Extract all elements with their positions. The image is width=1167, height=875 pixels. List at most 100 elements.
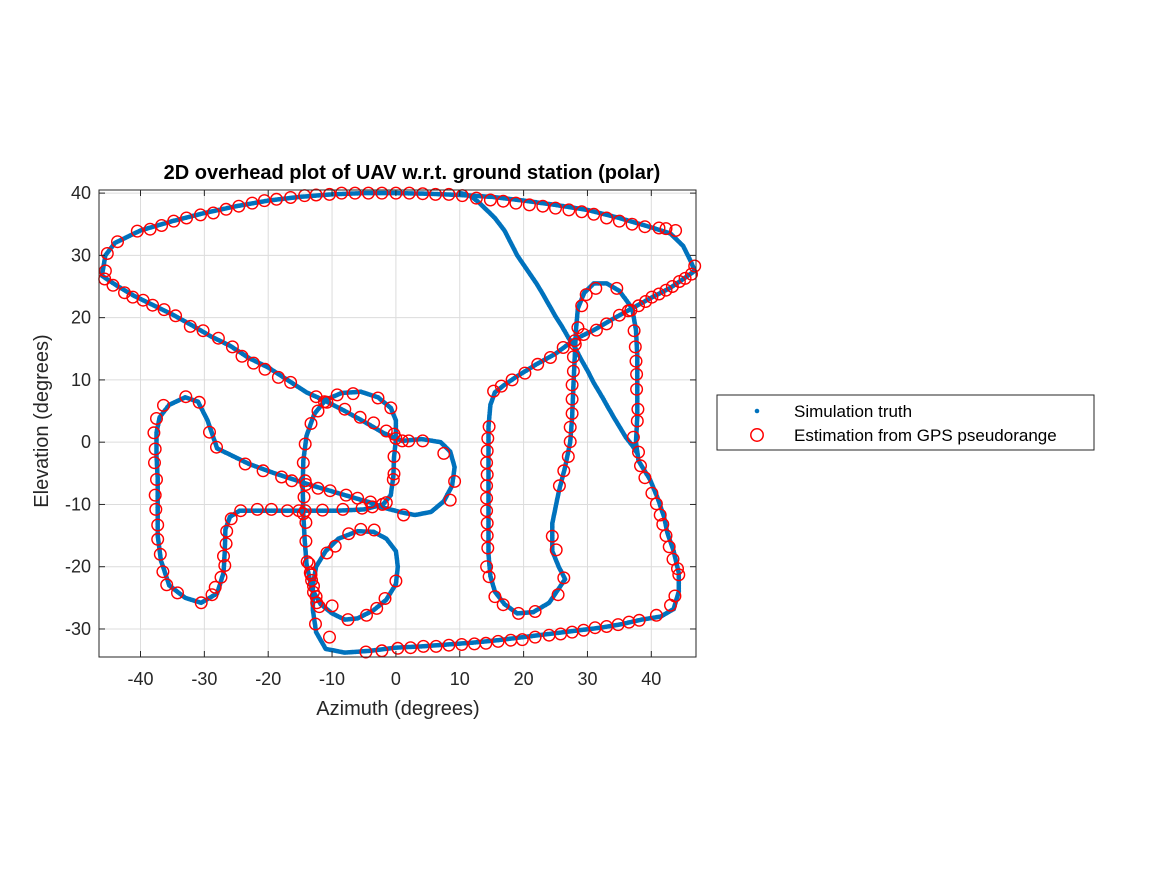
estimate-point [149, 473, 163, 487]
estimate-point [429, 187, 443, 201]
estimate-point [389, 186, 403, 200]
estimate-point [491, 634, 505, 648]
estimate-point [342, 527, 356, 541]
estimate-point [235, 349, 249, 363]
estimate-point [442, 638, 456, 652]
estimate-point [311, 481, 325, 495]
estimate-point [488, 590, 502, 604]
estimate-point [652, 221, 666, 235]
estimate-point [205, 588, 219, 602]
estimate-point [480, 479, 494, 493]
estimate-point [167, 214, 181, 228]
estimate-point [304, 417, 318, 431]
estimate-point [632, 445, 646, 459]
estimate-point [330, 388, 344, 402]
estimate-point [193, 208, 207, 222]
estimate-point [442, 187, 456, 201]
estimate-point [298, 504, 312, 518]
estimate-point [563, 420, 577, 434]
estimate-point [568, 337, 582, 351]
estimate-point [496, 194, 510, 208]
estimate-point [156, 398, 170, 412]
estimate-point [549, 543, 563, 557]
estimate-point [628, 340, 642, 354]
estimate-point [480, 529, 494, 543]
estimate-point [565, 392, 579, 406]
estimate-point [556, 341, 570, 355]
estimate-point [528, 630, 542, 644]
y-tick-label: 0 [81, 432, 91, 452]
estimate-point [600, 211, 614, 225]
estimate-point [256, 464, 270, 478]
estimate-point [664, 598, 678, 612]
estimate-point [359, 645, 373, 659]
estimate-point [147, 426, 161, 440]
axes-frame [98, 189, 697, 658]
estimate-point [169, 309, 183, 323]
legend-label-gps-estimate: Estimation from GPS pseudorange [794, 426, 1057, 445]
estimate-point [202, 425, 216, 439]
estimate-point [219, 202, 233, 216]
estimate-point [563, 435, 577, 449]
estimate-point [649, 608, 663, 622]
x-axis-label: Azimuth (degrees) [316, 698, 479, 720]
estimate-point [224, 512, 238, 526]
estimate-point [387, 427, 401, 441]
estimate-point [130, 224, 144, 238]
estimate-point [214, 570, 228, 584]
estimate-point [179, 211, 193, 225]
estimate-point [370, 601, 384, 615]
estimate-point [284, 375, 298, 389]
estimate-point [386, 473, 400, 487]
estimate-point [688, 259, 702, 273]
legend-marker-gps-estimate [750, 428, 764, 442]
estimate-point [143, 222, 157, 236]
estimate-point [589, 281, 603, 295]
estimate-point [361, 186, 375, 200]
estimate-point [216, 549, 230, 563]
estimate-point [671, 562, 685, 576]
legend-box [716, 394, 1095, 451]
estimate-point [341, 613, 355, 627]
estimate-point [151, 518, 165, 532]
series-simulation-truth [99, 190, 697, 655]
estimate-point [271, 370, 285, 384]
estimate-point [395, 434, 409, 448]
estimate-point [387, 450, 401, 464]
estimate-point [512, 606, 526, 620]
estimate-point [416, 639, 430, 653]
estimate-point [575, 299, 589, 313]
y-tick-label: -30 [65, 619, 91, 639]
estimate-point [196, 324, 210, 338]
estimate-point [264, 502, 278, 516]
estimate-point [367, 523, 381, 537]
estimate-point [509, 196, 523, 210]
estimate-point [536, 199, 550, 213]
estimate-point [299, 534, 313, 548]
estimate-point [589, 323, 603, 337]
estimate-point [280, 504, 294, 518]
y-tick-label: -10 [65, 494, 91, 514]
estimate-point [659, 283, 673, 297]
estimate-point [353, 410, 367, 424]
estimate-point [296, 456, 310, 470]
estimate-point [480, 504, 494, 518]
estimate-point [645, 486, 659, 500]
estimate-point [336, 502, 350, 516]
estimate-point [384, 401, 398, 415]
estimate-point [627, 324, 641, 338]
estimate-point [632, 613, 646, 627]
estimate-point [571, 321, 585, 335]
estimate-point [151, 532, 165, 546]
estimate-point [387, 467, 401, 481]
estimate-point [156, 565, 170, 579]
estimate-point [630, 414, 644, 428]
estimate-point [455, 638, 469, 652]
estimate-point [160, 578, 174, 592]
estimate-point [565, 407, 579, 421]
estimate-point [323, 484, 337, 498]
estimate-point [638, 471, 652, 485]
estimate-point [483, 193, 497, 207]
estimate-point [367, 416, 381, 430]
estimate-point [552, 479, 566, 493]
